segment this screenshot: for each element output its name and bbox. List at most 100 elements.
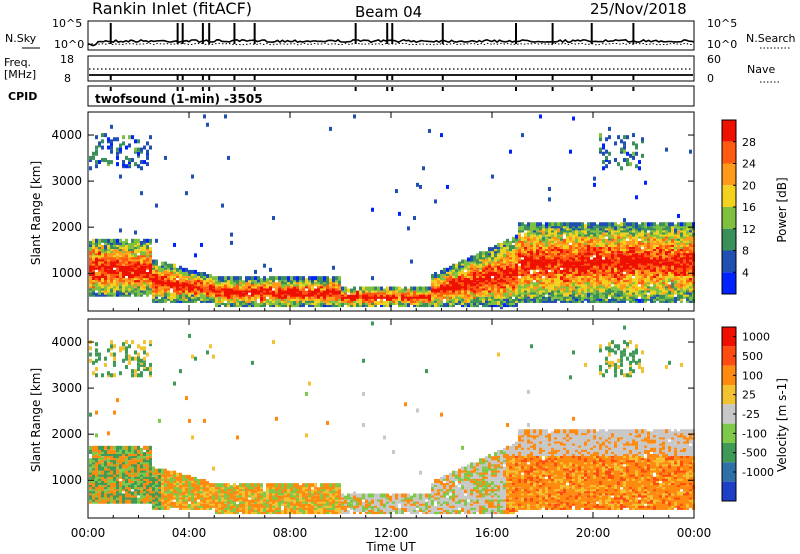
heatmap-cell xyxy=(95,280,98,285)
heatmap-cell xyxy=(563,224,566,229)
heatmap-cell xyxy=(341,288,344,293)
heatmap-cell xyxy=(623,222,626,227)
heatmap-cell xyxy=(596,259,599,264)
heatmap-cell xyxy=(686,245,689,250)
heatmap-cell xyxy=(485,263,488,268)
heatmap-cell xyxy=(131,483,134,488)
y-tick-label-1: 2000 xyxy=(51,220,82,234)
heatmap-cell xyxy=(641,226,644,231)
heatmap-cell xyxy=(638,288,641,293)
heatmap-cell xyxy=(590,278,593,283)
heatmap-cell xyxy=(602,251,605,256)
heatmap-cell xyxy=(500,278,503,283)
heatmap-cell xyxy=(128,495,131,500)
heatmap-cell xyxy=(545,255,548,260)
heatmap-cell xyxy=(167,274,170,279)
heatmap-cell xyxy=(659,222,662,227)
heatmap-cell xyxy=(119,267,122,272)
heatmap-cell xyxy=(119,290,122,295)
heatmap-cell xyxy=(443,267,446,272)
heatmap-cell xyxy=(551,290,554,295)
heatmap-cell xyxy=(134,460,137,465)
heatmap-cell xyxy=(458,298,461,303)
heatmap-cell xyxy=(107,478,110,483)
heatmap-cell xyxy=(332,276,335,281)
heatmap-cell xyxy=(122,271,125,276)
heatmap-cell xyxy=(488,263,491,268)
heatmap-cell xyxy=(617,257,620,262)
heatmap-cell xyxy=(608,280,611,285)
heatmap-cell xyxy=(536,274,539,279)
heatmap-cell xyxy=(224,276,227,281)
heatmap-cell xyxy=(446,267,449,272)
heatmap-cell xyxy=(470,303,473,308)
heatmap-cell xyxy=(548,261,551,266)
heatmap-cell xyxy=(110,485,113,490)
heatmap-cell xyxy=(344,288,347,293)
heatmap-cell xyxy=(623,232,626,237)
heatmap-cell xyxy=(608,240,611,245)
heatmap-cell xyxy=(98,481,101,486)
heatmap-cell xyxy=(641,232,644,237)
heatmap-cell xyxy=(557,249,560,254)
heatmap-cell xyxy=(125,245,128,250)
heatmap-cell xyxy=(113,485,116,490)
heatmap-cell xyxy=(623,261,626,266)
heatmap-cell xyxy=(317,294,320,299)
heatmap-cell xyxy=(629,240,632,245)
heatmap-cell xyxy=(635,249,638,254)
heatmap-cell xyxy=(617,234,620,239)
heatmap-cell xyxy=(434,278,437,283)
heatmap-cell xyxy=(650,226,653,231)
heatmap-cell xyxy=(602,284,605,289)
heatmap-cell xyxy=(125,478,128,483)
heatmap-cell xyxy=(659,224,662,229)
heatmap-cell xyxy=(296,296,299,301)
heatmap-cell xyxy=(131,478,134,483)
heatmap-cell xyxy=(140,160,143,165)
heatmap-cell xyxy=(590,269,593,274)
heatmap-cell xyxy=(107,497,110,502)
heatmap-cell xyxy=(683,269,686,274)
heatmap-cell xyxy=(617,280,620,285)
heatmap-cell xyxy=(95,445,98,450)
heatmap-cell xyxy=(350,294,353,299)
heatmap-cell xyxy=(683,234,686,239)
heatmap-cell xyxy=(95,149,98,154)
heatmap-cell xyxy=(125,271,128,276)
heatmap-cell xyxy=(491,249,494,254)
heatmap-cell xyxy=(260,296,263,301)
heatmap-cell xyxy=(515,274,518,279)
heatmap-cell xyxy=(566,280,569,285)
heatmap-cell xyxy=(89,247,92,252)
heatmap-cell xyxy=(479,271,482,276)
heatmap-cell xyxy=(278,282,281,287)
heatmap-cell xyxy=(530,234,533,239)
heatmap-cell xyxy=(644,280,647,285)
heatmap-cell xyxy=(146,468,149,473)
heatmap-cell xyxy=(590,271,593,276)
heatmap-cell xyxy=(527,228,530,233)
heatmap-cell xyxy=(554,280,557,285)
heatmap-cell xyxy=(680,257,683,262)
heatmap-cell xyxy=(374,286,377,291)
heatmap-cell xyxy=(176,286,179,291)
heatmap-cell xyxy=(155,282,158,287)
heatmap-cell xyxy=(689,296,692,301)
heatmap-cell xyxy=(119,253,122,258)
heatmap-cell xyxy=(446,184,449,189)
heatmap-cell xyxy=(140,149,143,154)
heatmap-cell xyxy=(299,298,302,303)
heatmap-cell xyxy=(137,288,140,293)
heatmap-cell xyxy=(539,261,542,266)
heatmap-cell xyxy=(605,282,608,287)
heatmap-cell xyxy=(527,226,530,231)
heatmap-cell xyxy=(236,301,239,306)
heatmap-cell xyxy=(89,290,92,295)
heatmap-cell xyxy=(563,228,566,233)
heatmap-cell xyxy=(629,276,632,281)
heatmap-cell xyxy=(557,294,560,299)
heatmap-cell xyxy=(98,265,101,270)
heatmap-cell xyxy=(641,238,644,243)
